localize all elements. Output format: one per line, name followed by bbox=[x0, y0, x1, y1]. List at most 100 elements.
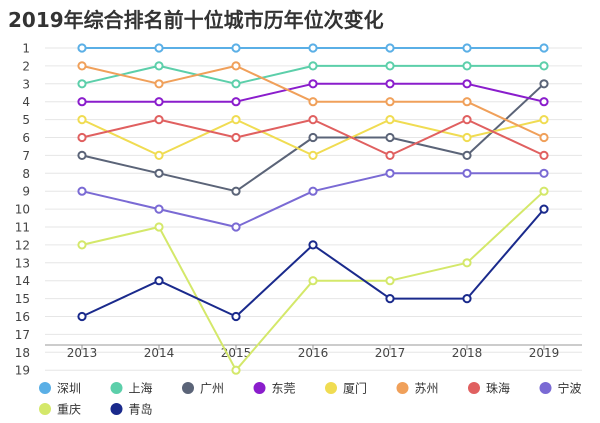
y-tick-label: 8 bbox=[22, 167, 30, 181]
data-point bbox=[154, 97, 164, 107]
data-point bbox=[462, 61, 472, 71]
data-point bbox=[231, 61, 241, 71]
legend-label: 上海 bbox=[129, 381, 153, 396]
legend-label: 宁波 bbox=[558, 381, 582, 396]
data-point bbox=[77, 97, 87, 107]
y-tick-label: 17 bbox=[15, 328, 30, 342]
y-tick-label: 18 bbox=[15, 346, 30, 360]
data-point bbox=[462, 294, 472, 304]
y-tick-label: 5 bbox=[22, 113, 30, 127]
x-tick-label: 2017 bbox=[375, 346, 406, 360]
data-point bbox=[154, 150, 164, 160]
legend-label: 重庆 bbox=[57, 403, 81, 417]
data-point bbox=[231, 115, 241, 125]
data-point bbox=[77, 150, 87, 160]
legend-label: 深圳 bbox=[57, 382, 81, 396]
legend-item[interactable]: 重庆 bbox=[39, 403, 81, 417]
legend-label: 青岛 bbox=[129, 402, 153, 417]
data-point bbox=[308, 186, 318, 196]
legend-swatch bbox=[39, 382, 51, 394]
data-point bbox=[77, 186, 87, 196]
data-point bbox=[77, 115, 87, 125]
y-tick-label: 12 bbox=[15, 238, 30, 252]
y-tick-label: 1 bbox=[22, 42, 30, 56]
y-tick-label: 6 bbox=[22, 131, 30, 145]
legend-item[interactable]: 广州 bbox=[182, 382, 224, 396]
data-point bbox=[308, 97, 318, 107]
data-point bbox=[231, 222, 241, 232]
legend-item[interactable]: 东莞 bbox=[253, 382, 296, 396]
data-point bbox=[385, 294, 395, 304]
chart-title: 2019年综合排名前十位城市历年位次变化 bbox=[8, 8, 384, 32]
legend-swatch bbox=[253, 382, 266, 394]
data-point bbox=[77, 132, 87, 143]
legend-item[interactable]: 青岛 bbox=[110, 402, 153, 417]
y-tick-label: 11 bbox=[15, 221, 30, 235]
y-tick-label: 9 bbox=[22, 185, 30, 199]
data-point bbox=[308, 276, 318, 286]
x-tick-label: 2018 bbox=[452, 346, 483, 360]
data-point bbox=[154, 79, 164, 89]
data-point bbox=[308, 150, 318, 160]
legend-swatch bbox=[39, 403, 51, 415]
legend-label: 东莞 bbox=[272, 382, 296, 396]
y-tick-label: 16 bbox=[15, 310, 30, 324]
legend-swatch bbox=[396, 382, 409, 394]
data-point bbox=[308, 43, 318, 53]
data-point bbox=[77, 240, 87, 250]
y-tick-label: 7 bbox=[22, 149, 30, 163]
y-tick-label: 15 bbox=[15, 292, 30, 306]
y-tick-label: 4 bbox=[22, 95, 30, 109]
data-point bbox=[385, 79, 395, 89]
grid-lines bbox=[45, 47, 582, 371]
legend-label: 珠海 bbox=[486, 381, 510, 396]
y-tick-label: 3 bbox=[22, 77, 30, 91]
legend-swatch bbox=[539, 382, 552, 394]
legend-label: 厦门 bbox=[343, 381, 367, 396]
data-point bbox=[462, 258, 472, 268]
data-point bbox=[231, 186, 241, 196]
x-tick-label: 2019 bbox=[529, 346, 560, 360]
series-广州 bbox=[77, 79, 549, 196]
series-深圳 bbox=[77, 43, 549, 53]
legend-item[interactable]: 宁波 bbox=[539, 381, 582, 396]
data-point bbox=[462, 115, 472, 125]
data-point bbox=[539, 168, 549, 178]
data-point bbox=[539, 204, 549, 214]
data-point bbox=[539, 61, 549, 71]
data-point bbox=[539, 97, 549, 107]
data-point bbox=[385, 132, 395, 143]
legend-item[interactable]: 厦门 bbox=[325, 381, 367, 396]
data-point bbox=[77, 79, 87, 89]
data-point bbox=[231, 43, 241, 53]
data-point bbox=[385, 150, 395, 160]
data-point bbox=[462, 43, 472, 53]
data-point bbox=[154, 43, 164, 53]
data-point bbox=[385, 276, 395, 286]
data-point bbox=[539, 186, 549, 196]
legend-item[interactable]: 苏州 bbox=[396, 382, 439, 396]
data-point bbox=[462, 132, 472, 143]
x-tick-label: 2016 bbox=[298, 346, 329, 360]
data-point bbox=[231, 132, 241, 143]
data-point bbox=[539, 79, 549, 89]
data-point bbox=[385, 61, 395, 71]
data-point bbox=[231, 97, 241, 107]
legend-item[interactable]: 珠海 bbox=[468, 381, 510, 396]
data-point bbox=[154, 276, 164, 286]
legend-swatch bbox=[325, 382, 337, 394]
data-point bbox=[231, 311, 241, 322]
data-point bbox=[462, 150, 472, 160]
legend-item[interactable]: 上海 bbox=[110, 381, 153, 396]
data-point bbox=[539, 115, 549, 125]
series-厦门 bbox=[77, 115, 549, 160]
legend-item[interactable]: 深圳 bbox=[39, 382, 81, 396]
series-lines bbox=[77, 43, 549, 375]
series-重庆 bbox=[77, 186, 549, 375]
data-point bbox=[77, 61, 87, 71]
data-point bbox=[539, 43, 549, 53]
data-point bbox=[385, 115, 395, 125]
